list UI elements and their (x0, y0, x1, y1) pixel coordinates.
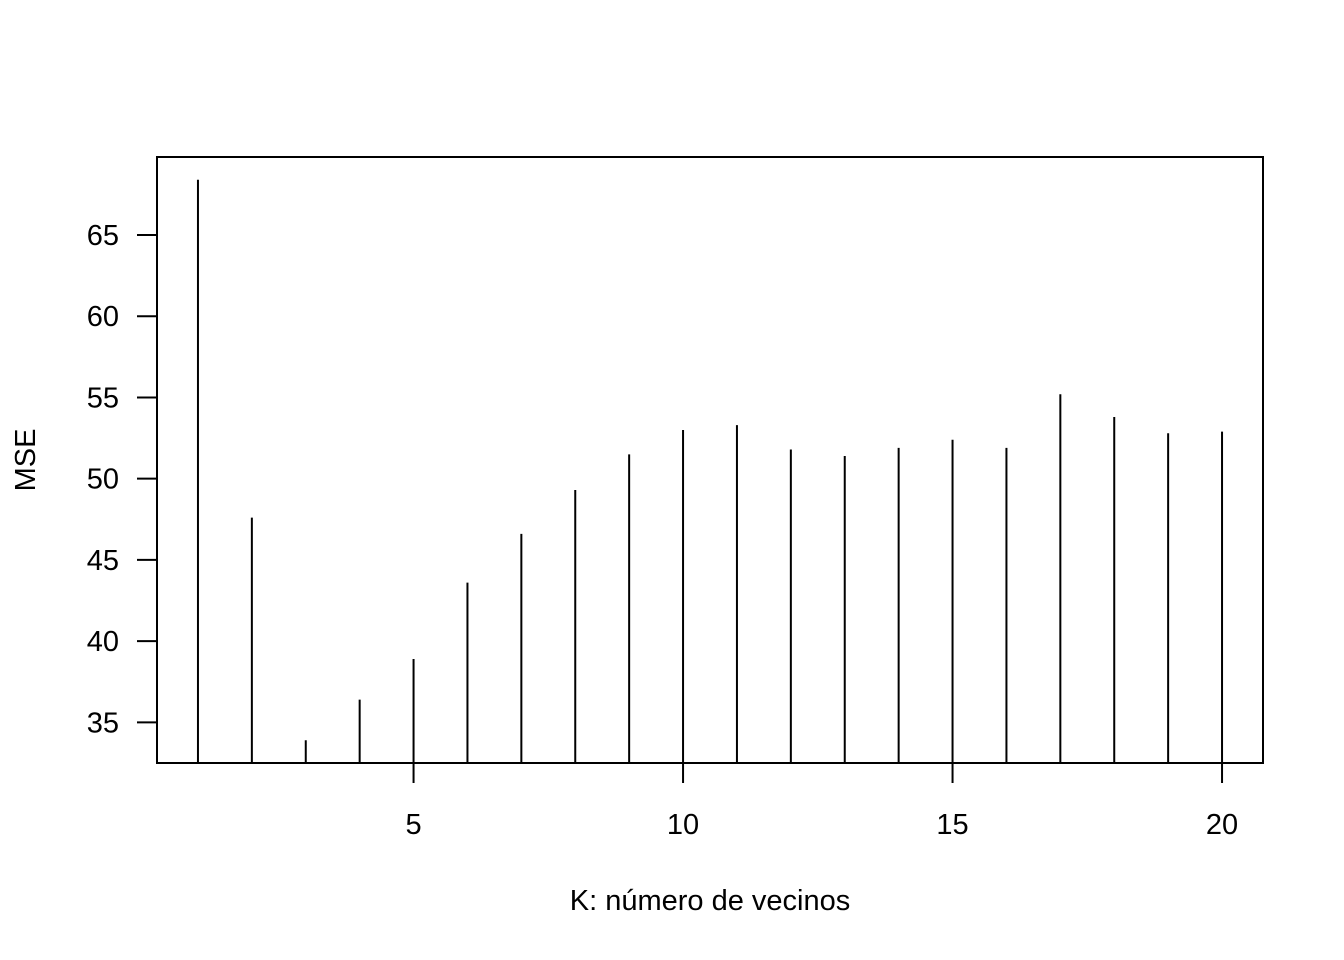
data-spikes (196, 179, 1224, 763)
y-axis: 35 40 45 50 55 60 65 (87, 220, 157, 739)
y-tick-label-35: 35 (87, 707, 119, 739)
plot-area-frame (156, 156, 1264, 764)
y-tick-label-55: 55 (87, 382, 119, 414)
x-tick-label-10: 10 (667, 809, 699, 841)
y-tick-label-45: 45 (87, 545, 119, 577)
x-tick-label-15: 15 (936, 809, 968, 841)
x-axis-label: K: número de vecinos (570, 885, 850, 917)
x-tick-label-20: 20 (1206, 809, 1238, 841)
y-tick-label-40: 40 (87, 626, 119, 658)
y-tick-label-60: 60 (87, 301, 119, 333)
x-tick-label-5: 5 (405, 809, 421, 841)
y-tick-label-50: 50 (87, 464, 119, 496)
x-axis: 5 10 15 20 (405, 763, 1238, 841)
y-tick-label-65: 65 (87, 220, 119, 252)
y-axis-label: MSE (10, 429, 42, 492)
